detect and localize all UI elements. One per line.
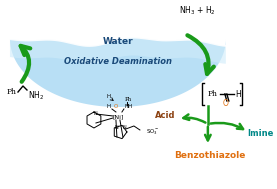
FancyArrowPatch shape [187,35,214,74]
FancyArrowPatch shape [20,46,30,82]
Polygon shape [10,37,226,64]
Text: H: H [107,105,111,109]
Text: N: N [114,125,118,130]
Text: Benzothiazole: Benzothiazole [174,151,245,160]
Polygon shape [10,37,226,107]
Text: NH$_2$: NH$_2$ [28,90,44,102]
Text: Acid: Acid [155,112,175,120]
Text: Ph: Ph [125,98,132,102]
Text: N: N [122,125,126,130]
Text: Ph: Ph [208,90,218,98]
Text: Imine: Imine [248,129,274,139]
Text: Ph: Ph [7,88,17,96]
Text: O: O [223,99,229,108]
Text: Water: Water [102,36,133,46]
Text: Oxidative Deamination: Oxidative Deamination [64,57,172,66]
Text: [Ni]: [Ni] [112,115,124,119]
Text: H: H [107,94,111,99]
Text: NH: NH [125,105,133,109]
Text: SO$_3^-$: SO$_3^-$ [146,127,159,137]
Text: NH$_3$ + H$_2$: NH$_3$ + H$_2$ [179,5,216,17]
Text: H: H [235,90,241,98]
Text: O: O [114,105,118,109]
Text: N: N [93,112,97,116]
